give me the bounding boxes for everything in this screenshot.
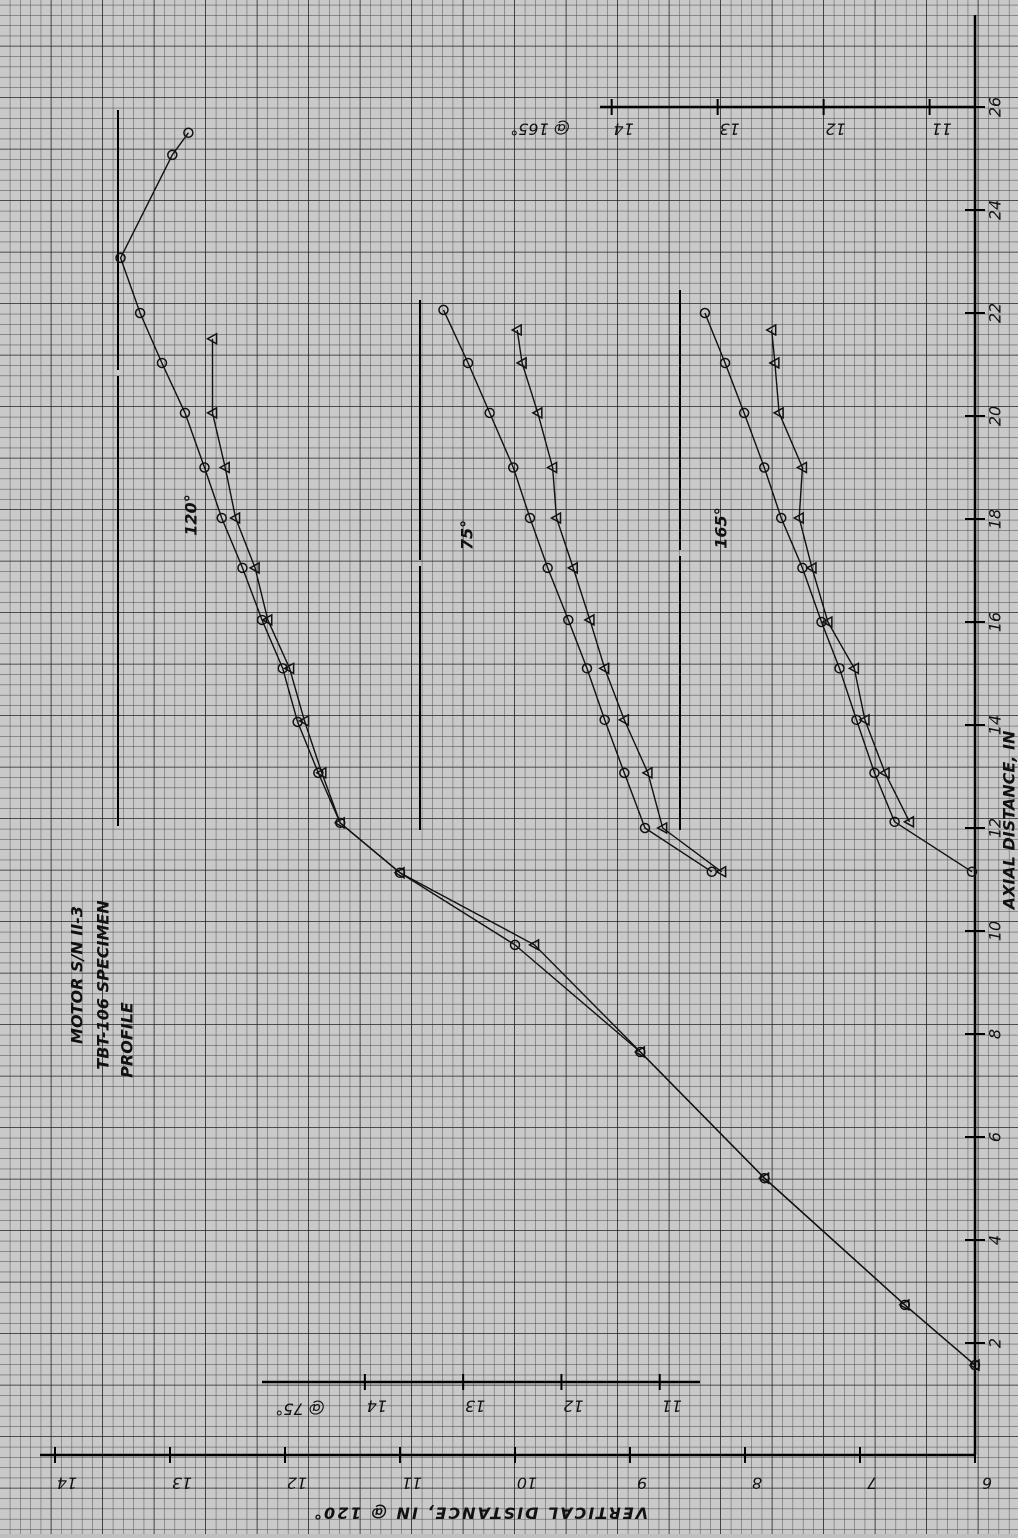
y-tick-label: 13	[172, 1474, 192, 1493]
page: {"chart_data": { "type": "line", "title"…	[0, 0, 1018, 1534]
x-tick-label: 8	[986, 1029, 1005, 1039]
y-tick-label: 11	[402, 1474, 422, 1493]
y3-tick-label: 12	[825, 120, 845, 139]
x-axis-title: AXIAL DISTANCE, IN	[1000, 730, 1018, 911]
x-tick-label: 10	[986, 921, 1005, 941]
annotation: 165°	[712, 507, 731, 548]
x-tick-label: 22	[986, 303, 1005, 323]
x-tick-label: 20	[986, 406, 1005, 426]
annotation: 120°	[182, 494, 201, 535]
y2-tick-label: 11	[662, 1397, 682, 1416]
annotation: PROFILE	[118, 1002, 137, 1078]
x-tick-label: 16	[986, 612, 1005, 632]
x-tick-label: 6	[986, 1132, 1005, 1142]
y-tick-label: 7	[866, 1474, 877, 1493]
chart-title: MOTOR S/N II-3	[68, 906, 87, 1044]
x-tick-label: 2	[986, 1338, 1005, 1348]
y-tick-label: 14	[57, 1474, 77, 1493]
y3-axis-title: @ 165°	[510, 120, 570, 139]
x-tick-label: 26	[986, 97, 1005, 117]
y3-tick-label: 14	[613, 120, 633, 139]
x-tick-label: 4	[986, 1235, 1005, 1245]
y-tick-label: 10	[517, 1474, 537, 1493]
x-tick-label: 18	[986, 509, 1005, 529]
y-tick-label: 8	[752, 1474, 762, 1493]
y-axis-title: VERTICAL DISTANCE, IN @ 120°	[312, 1504, 648, 1523]
chart: 2468101214161820222426141312111098761413…	[0, 0, 1018, 1534]
y2-tick-label: 13	[465, 1397, 485, 1416]
y2-axis-title: @ 75°	[275, 1400, 324, 1419]
y-tick-label: 9	[637, 1474, 647, 1493]
graph-grid	[0, 0, 1018, 1534]
y-tick-label: 6	[982, 1474, 992, 1493]
x-tick-label: 24	[986, 200, 1005, 220]
chart-subtitle: TBT-106 SPECIMEN	[94, 900, 113, 1070]
y-tick-label: 12	[287, 1474, 307, 1493]
y2-tick-label: 12	[563, 1397, 583, 1416]
annotation: 75°	[458, 520, 477, 550]
y3-tick-label: 11	[931, 120, 951, 139]
y2-tick-label: 14	[367, 1397, 387, 1416]
y3-tick-label: 13	[719, 120, 739, 139]
